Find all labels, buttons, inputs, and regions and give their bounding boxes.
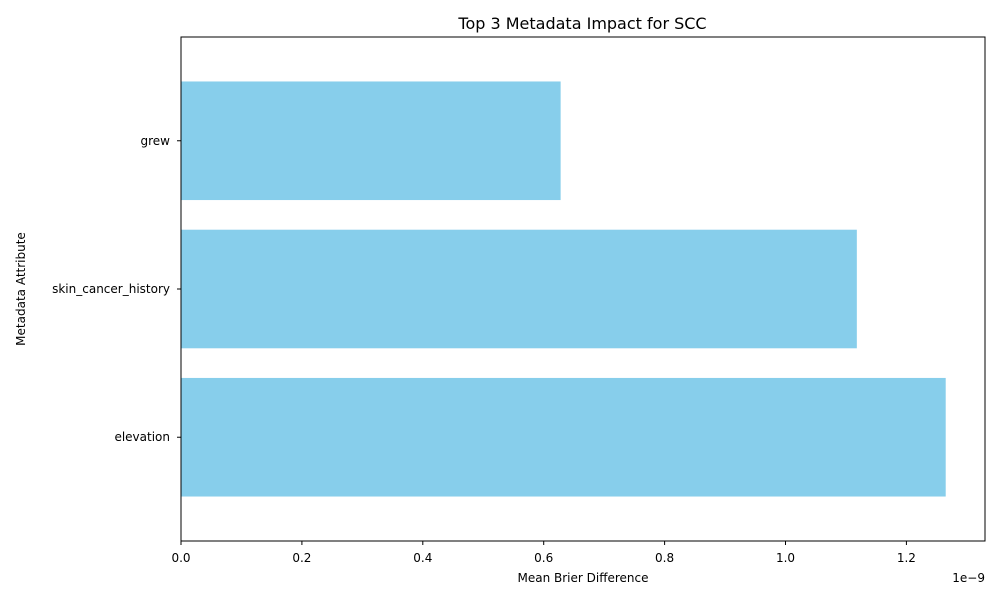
y-tick-label: elevation <box>114 430 170 444</box>
x-tick-label: 0.4 <box>413 551 432 565</box>
x-tick-label: 0.2 <box>292 551 311 565</box>
x-scale-label: 1e−9 <box>952 571 985 585</box>
chart-title: Top 3 Metadata Impact for SCC <box>457 14 706 33</box>
y-axis-label: Metadata Attribute <box>14 232 28 346</box>
y-tick-label: skin_cancer_history <box>52 282 170 296</box>
x-tick-label: 0.6 <box>534 551 553 565</box>
x-tick-group: 0.0 0.2 0.4 0.6 0.8 1.0 1.2 <box>171 541 916 565</box>
bars-group <box>181 81 946 497</box>
plot-frame <box>180 36 986 542</box>
bar-skin-cancer-history <box>181 229 857 349</box>
bar-elevation <box>181 377 946 497</box>
x-tick-label: 1.2 <box>897 551 916 565</box>
x-axis-label: Mean Brier Difference <box>517 571 648 585</box>
y-tick-label: grew <box>141 134 171 148</box>
x-tick-label: 1.0 <box>776 551 795 565</box>
y-tick-group: elevation skin_cancer_history grew <box>52 134 181 444</box>
bar-grew <box>181 81 561 201</box>
x-tick-label: 0.0 <box>171 551 190 565</box>
x-tick-label: 0.8 <box>655 551 674 565</box>
